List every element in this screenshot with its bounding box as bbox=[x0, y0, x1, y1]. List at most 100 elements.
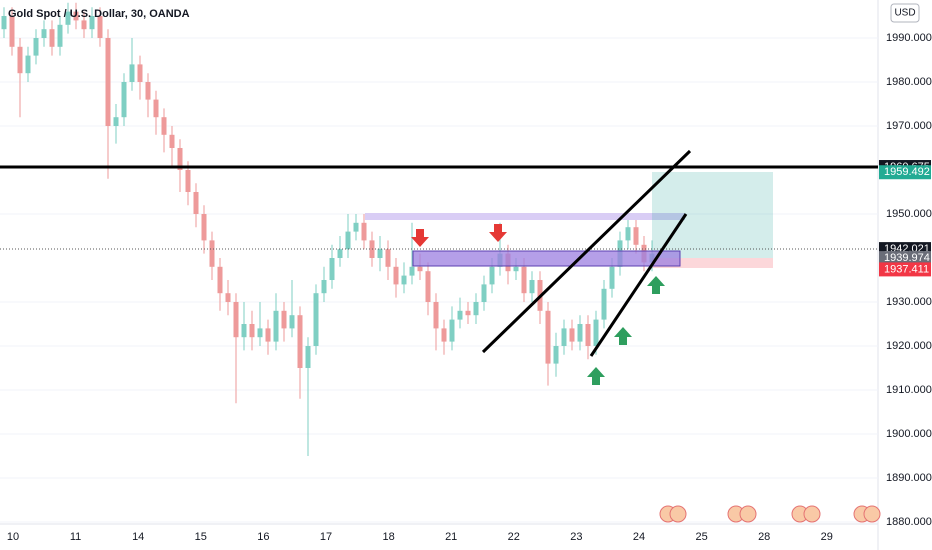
candle-body bbox=[409, 266, 415, 276]
candle-body bbox=[393, 266, 399, 285]
candle-body bbox=[321, 280, 327, 294]
trendline bbox=[589, 213, 688, 357]
x-tick-label: 22 bbox=[508, 531, 520, 543]
stop-zone bbox=[652, 258, 773, 268]
x-tick-label: 15 bbox=[195, 531, 207, 543]
candle-body bbox=[225, 293, 231, 302]
candle-body bbox=[585, 324, 591, 346]
candle-body bbox=[249, 324, 255, 338]
candle-body bbox=[529, 280, 535, 294]
y-tick-label: 1930.000 bbox=[886, 296, 932, 308]
candle-body bbox=[129, 64, 135, 82]
candle-body bbox=[449, 319, 455, 342]
candle-body bbox=[473, 302, 479, 316]
candle-body bbox=[25, 55, 31, 74]
candle-body bbox=[377, 249, 383, 258]
candle-body bbox=[185, 170, 191, 192]
price-tag-label: 1959.492 bbox=[884, 166, 930, 178]
candle-body bbox=[161, 117, 167, 135]
candle-body bbox=[305, 346, 311, 368]
candle-body bbox=[489, 266, 495, 285]
candle-body bbox=[209, 240, 215, 267]
up-arrow bbox=[647, 276, 665, 294]
x-tick-label: 23 bbox=[570, 531, 582, 543]
candle-body bbox=[569, 328, 575, 342]
candle-body bbox=[17, 46, 23, 74]
candle-body bbox=[593, 319, 599, 346]
candle-body bbox=[121, 82, 127, 118]
y-tick-label: 1990.000 bbox=[886, 32, 932, 44]
x-tick-label: 28 bbox=[758, 531, 770, 543]
candle-body bbox=[233, 302, 239, 338]
down-arrow bbox=[489, 224, 507, 242]
candle-body bbox=[41, 29, 47, 38]
chart-title: Gold Spot / U.S. Dollar, 30, OANDA bbox=[8, 8, 190, 20]
candle-body bbox=[329, 258, 335, 280]
price-tag-label: 1937.411 bbox=[884, 263, 929, 275]
candle-body bbox=[353, 222, 359, 232]
candle-body bbox=[169, 134, 175, 148]
price-tag bbox=[879, 262, 931, 277]
y-tick-label: 1950.000 bbox=[886, 208, 932, 220]
candle-body bbox=[177, 148, 183, 170]
candle-body bbox=[89, 16, 95, 30]
candle-body bbox=[433, 302, 439, 329]
y-tick-label: 1920.000 bbox=[886, 340, 932, 352]
candle-body bbox=[257, 328, 263, 338]
candle-body bbox=[401, 275, 407, 285]
x-tick-label: 24 bbox=[633, 531, 645, 543]
up-arrow bbox=[614, 327, 632, 345]
currency-button[interactable] bbox=[890, 3, 920, 23]
candle-body bbox=[105, 38, 111, 126]
candle-body bbox=[1, 16, 7, 30]
candle-body bbox=[553, 346, 559, 364]
candle-body bbox=[417, 266, 423, 272]
candle-body bbox=[57, 24, 63, 47]
y-tick-label: 1980.000 bbox=[886, 76, 932, 88]
x-tick-label: 29 bbox=[821, 531, 833, 543]
candle-body bbox=[273, 310, 279, 342]
trendline bbox=[481, 149, 692, 354]
x-tick-label: 14 bbox=[132, 531, 144, 543]
candle-body bbox=[313, 293, 319, 346]
x-tick-label: 11 bbox=[70, 531, 81, 543]
y-tick-label: 1910.000 bbox=[886, 384, 932, 396]
candle-body bbox=[49, 29, 55, 47]
candle-body bbox=[441, 328, 447, 342]
candle-body bbox=[601, 288, 607, 320]
candle-body bbox=[337, 249, 343, 258]
target-zone bbox=[652, 172, 773, 258]
price-tags: 1960.6751959.4921942.02101:201939.974193… bbox=[879, 160, 931, 277]
candle-body bbox=[289, 315, 295, 329]
currency[interactable]: USD bbox=[894, 8, 915, 19]
candle-body bbox=[241, 324, 247, 338]
x-tick-label: 17 bbox=[320, 531, 332, 543]
candle-body bbox=[73, 11, 79, 21]
event-icons bbox=[659, 505, 881, 523]
candle-body bbox=[9, 16, 15, 47]
y-tick-label: 1890.000 bbox=[886, 472, 932, 484]
candle-body bbox=[465, 310, 471, 316]
candle-body bbox=[65, 11, 71, 25]
candle-body bbox=[97, 16, 103, 38]
candle-body bbox=[113, 117, 119, 126]
candle-body bbox=[297, 315, 303, 368]
y-tick-label: 1880.000 bbox=[886, 516, 932, 528]
price-tag bbox=[879, 251, 931, 266]
x-tick-label: 25 bbox=[695, 531, 707, 543]
candle-body bbox=[545, 310, 551, 364]
candle-body bbox=[521, 266, 527, 294]
x-tick-label: 21 bbox=[445, 531, 457, 543]
candle-body bbox=[561, 328, 567, 346]
candle-body bbox=[265, 328, 271, 342]
price-tag bbox=[879, 165, 931, 180]
candle-body bbox=[217, 266, 223, 294]
candle-body bbox=[81, 20, 87, 30]
y-tick-label: 1900.000 bbox=[886, 428, 932, 440]
x-tick-label: 16 bbox=[257, 531, 269, 543]
down-arrow bbox=[411, 229, 429, 247]
candle-body bbox=[33, 38, 39, 56]
resistance-zone bbox=[365, 213, 685, 220]
candle-body bbox=[385, 249, 391, 267]
